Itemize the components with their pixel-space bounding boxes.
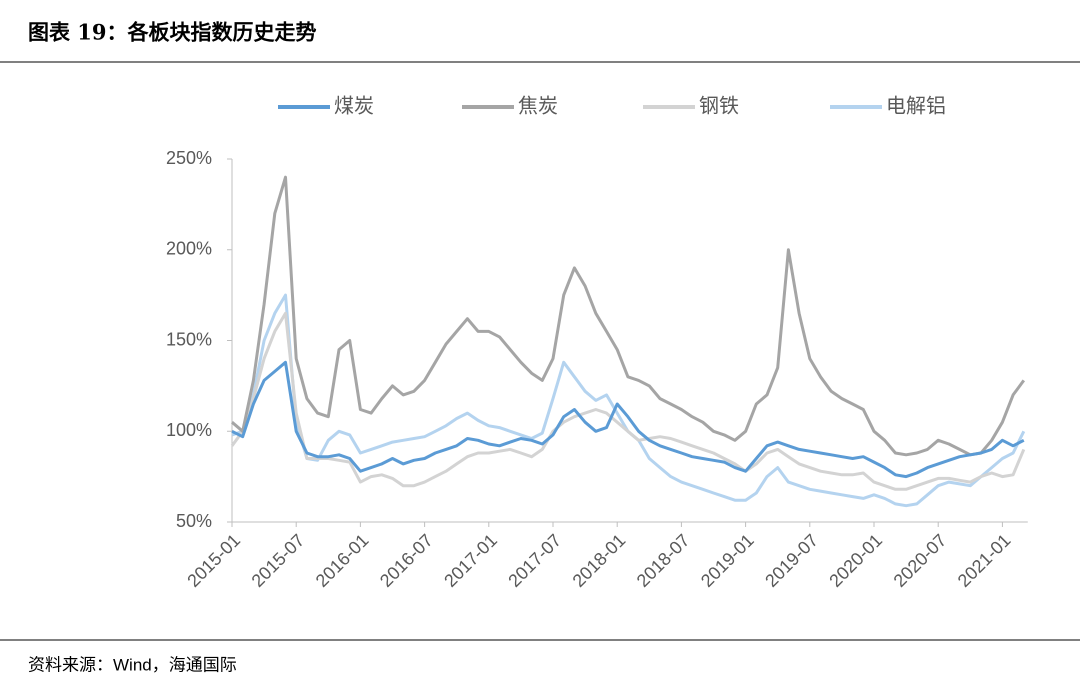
x-tick-label: 2020-01 bbox=[825, 530, 886, 591]
x-tick-label: 2019-01 bbox=[697, 530, 758, 591]
x-tick-label: 2016-07 bbox=[376, 530, 437, 591]
x-tick-label: 2021-01 bbox=[954, 530, 1015, 591]
y-tick-label: 250% bbox=[166, 148, 212, 168]
y-tick-label: 100% bbox=[166, 420, 212, 440]
legend-label: 煤炭 bbox=[334, 94, 374, 117]
x-tick-label: 2019-07 bbox=[761, 530, 822, 591]
x-tick-label: 2016-01 bbox=[312, 530, 373, 591]
y-tick-label: 150% bbox=[166, 329, 212, 349]
legend-label: 钢铁 bbox=[699, 94, 739, 117]
x-tick-label: 2017-07 bbox=[504, 530, 565, 591]
series-line bbox=[231, 360, 1025, 479]
legend-label: 电解铝 bbox=[886, 94, 946, 117]
x-tick-label: 2015-01 bbox=[183, 530, 244, 591]
x-tick-label: 2017-01 bbox=[440, 530, 501, 591]
legend-label: 焦炭 bbox=[518, 94, 558, 117]
x-tick-label: 2018-07 bbox=[633, 530, 694, 591]
source-note: 资料来源：Wind，海通国际 bbox=[28, 655, 237, 674]
x-tick-label: 2020-07 bbox=[890, 530, 951, 591]
chart-title: 图表 19：各板块指数历史走势 bbox=[28, 20, 317, 45]
x-tick-label: 2018-01 bbox=[569, 530, 630, 591]
series-line bbox=[231, 175, 1026, 457]
x-tick-label: 2015-07 bbox=[248, 530, 309, 591]
series-line bbox=[230, 311, 1026, 491]
y-tick-label: 200% bbox=[166, 239, 212, 259]
y-tick-label: 50% bbox=[176, 511, 212, 531]
series-line bbox=[231, 293, 1026, 508]
